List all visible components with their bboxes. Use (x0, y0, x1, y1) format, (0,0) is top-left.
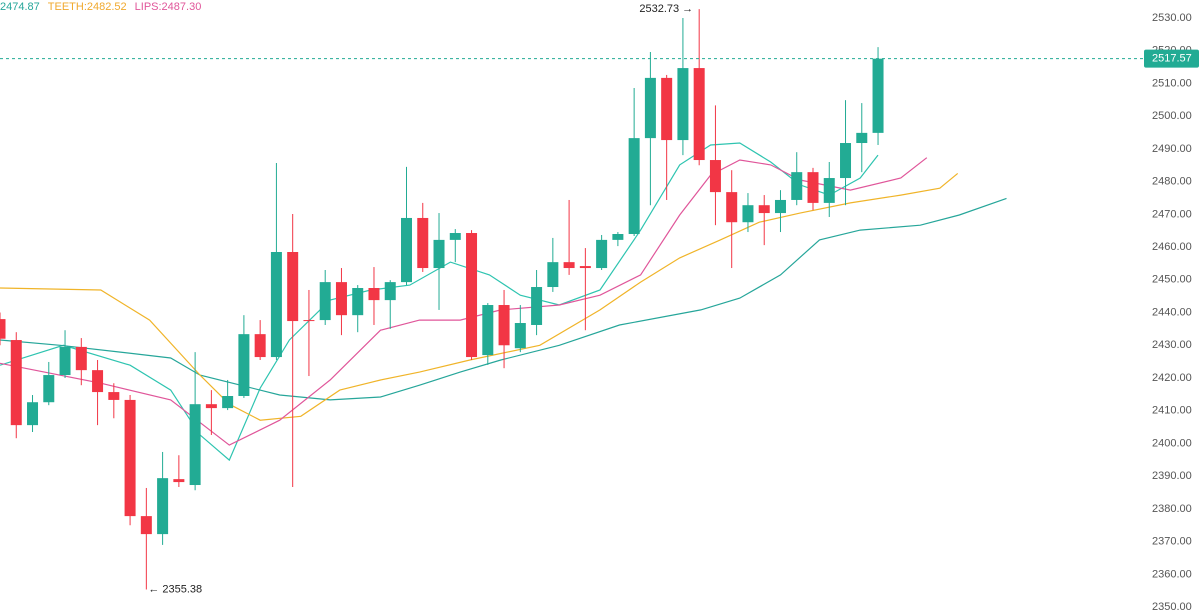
candle-body (514, 323, 526, 349)
indicator-line (0, 172, 959, 421)
candle-body (563, 262, 575, 269)
candle-body (401, 217, 412, 283)
y-tick-label: 2410.00 (1152, 405, 1192, 417)
candle-body (596, 239, 608, 269)
candle-body (352, 288, 364, 316)
candle-body (872, 58, 884, 133)
candle-body (612, 234, 624, 240)
candle-body (157, 478, 169, 535)
candle-body (319, 282, 331, 321)
candle-body (0, 319, 6, 339)
indicator-line (0, 197, 1007, 401)
candle-body (579, 266, 591, 269)
y-tick-label: 2360.00 (1152, 568, 1192, 580)
candle-body (27, 402, 39, 426)
candle-body (840, 143, 852, 179)
candle-body (75, 346, 87, 371)
y-tick-label: 2400.00 (1152, 437, 1192, 449)
candle-body (482, 305, 494, 356)
candle-body (531, 287, 543, 325)
y-tick-label: 2420.00 (1152, 372, 1192, 384)
candle-body (693, 68, 705, 161)
candle-body (644, 77, 656, 139)
y-tick-label: 2370.00 (1152, 536, 1192, 548)
indicator-line (0, 157, 928, 446)
candle-body (677, 68, 689, 141)
candle-body (774, 199, 786, 214)
candle-body (124, 399, 136, 517)
legend-entry: TEETH:2482.52 (48, 1, 127, 13)
y-tick-label: 2490.00 (1152, 143, 1192, 155)
y-tick-label: 2380.00 (1152, 503, 1192, 515)
candle-body (856, 132, 868, 144)
candle-body (384, 282, 396, 301)
candle-body (43, 375, 55, 403)
y-tick-label: 2530.00 (1152, 12, 1192, 24)
current-price-label: 2517.57 (1152, 53, 1192, 65)
candle-body (10, 340, 22, 426)
price-annotation: 2532.73 → (639, 3, 693, 15)
candle-body (433, 239, 445, 269)
candle-body (449, 233, 461, 240)
y-tick-label: 2500.00 (1152, 110, 1192, 122)
candle-body (368, 288, 380, 301)
y-tick-label: 2390.00 (1152, 470, 1192, 482)
candle-body (758, 205, 770, 214)
y-tick-label: 2440.00 (1152, 306, 1192, 318)
legend-entry: LIPS:2487.30 (135, 1, 202, 13)
y-tick-label: 2480.00 (1152, 176, 1192, 188)
candle-body (823, 178, 835, 203)
candle-body (254, 334, 266, 358)
legend-entry: 2474.87 (0, 1, 40, 13)
candle-body (547, 262, 559, 288)
candle-body (287, 252, 299, 322)
candle-body (661, 77, 673, 141)
candle-body (303, 320, 315, 322)
y-tick-label: 2460.00 (1152, 241, 1192, 253)
candle-body (189, 404, 201, 486)
candle-body (417, 217, 429, 269)
candle-body (628, 138, 640, 234)
candle-body (173, 479, 185, 483)
candle-body (742, 205, 754, 223)
candle-body (140, 516, 152, 535)
current-price-box (1144, 49, 1199, 68)
y-tick-label: 2470.00 (1152, 208, 1192, 220)
candle-body (222, 396, 234, 409)
candle-body (205, 404, 217, 409)
candle-body (59, 346, 71, 376)
candle-body (498, 305, 510, 346)
y-tick-label: 2450.00 (1152, 274, 1192, 286)
candle-body (709, 160, 721, 193)
candle-body (92, 370, 104, 393)
candle-body (807, 172, 819, 203)
candle-body (791, 172, 803, 200)
candle-body (726, 192, 738, 223)
y-tick-label: 2430.00 (1152, 339, 1192, 351)
candle-body (270, 252, 282, 358)
y-tick-label: 2510.00 (1152, 77, 1192, 89)
candle-body (238, 334, 250, 396)
candle-body (335, 282, 347, 316)
price-annotation: ← 2355.38 (148, 583, 202, 595)
y-tick-label: 2350.00 (1152, 601, 1192, 612)
candle-body (108, 392, 120, 400)
candle-body (466, 233, 478, 358)
